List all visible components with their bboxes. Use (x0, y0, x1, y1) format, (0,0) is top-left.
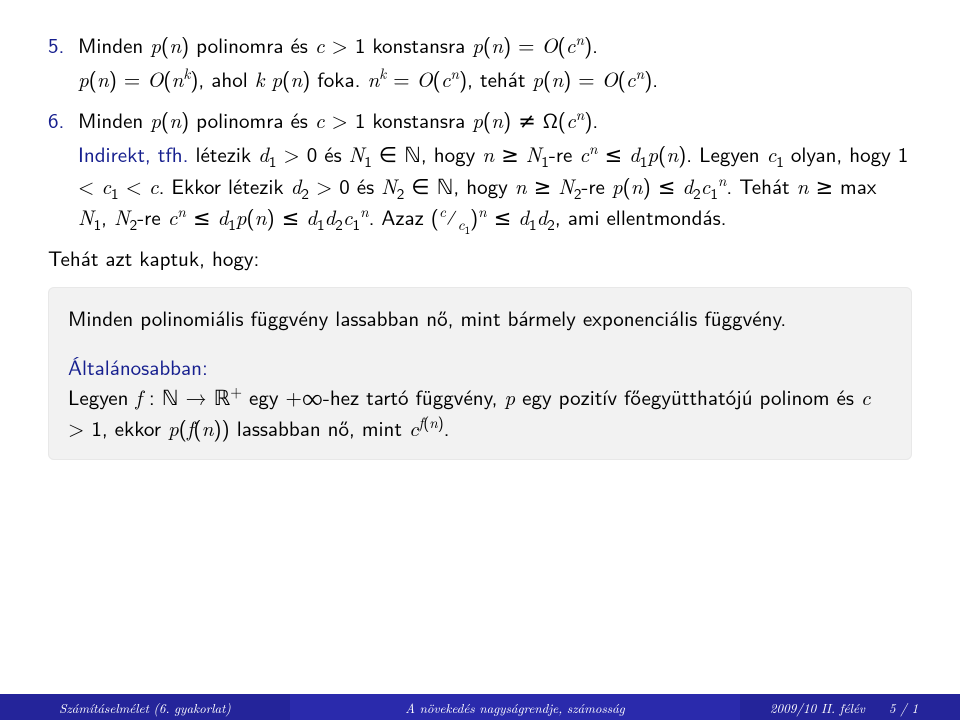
footer-right: 2009/10 II. félév 5 / 1 (740, 694, 960, 720)
item-6-proof: Indirekt, tfh. létezik d1 > 0 és N1 ∈ ℕ,… (78, 139, 912, 232)
general-text: Legyen f : ℕ → ℝ+ egy +∞-hez tartó függv… (68, 382, 892, 444)
item-6: 6. Minden p(n) polinomra és c > 1 konsta… (48, 105, 912, 135)
item-5-proof: p(n) = O(nk), ahol k p(n) foka. nk = O(c… (78, 64, 912, 94)
footer-term: 2009/10 II. félév (770, 698, 865, 717)
item-6-statement: Minden p(n) polinomra és c > 1 konstansr… (78, 105, 912, 135)
general-label: Általánosabban: (68, 352, 208, 382)
item-5: 5. Minden p(n) polinomra és c > 1 konsta… (48, 30, 912, 60)
theorem-box: Minden polinomiális függvény lassabban n… (48, 287, 912, 460)
footer: Számításelmélet (6. gyakorlat) A növeked… (0, 694, 960, 720)
content-area: 5. Minden p(n) polinomra és c > 1 konsta… (48, 30, 912, 460)
footer-left: Számításelmélet (6. gyakorlat) (0, 694, 290, 720)
item-6-proof-body: létezik d1 > 0 és N1 ∈ ℕ, hogy n ≥ N1-re… (78, 139, 908, 232)
slide: 5. Minden p(n) polinomra és c > 1 konsta… (0, 0, 960, 720)
footer-page: 5 / 1 (889, 698, 918, 717)
indirect-label: Indirekt, tfh. (78, 139, 188, 169)
item-6-number: 6. (48, 105, 78, 135)
theorem-text: Minden polinomiális függvény lassabban n… (68, 303, 892, 333)
conclusion-line: Tehát azt kaptuk, hogy: (48, 243, 912, 273)
footer-center: A növekedés nagyságrendje, számosság (290, 694, 740, 720)
item-5-statement: Minden p(n) polinomra és c > 1 konstansr… (78, 30, 912, 60)
item-5-number: 5. (48, 30, 78, 60)
